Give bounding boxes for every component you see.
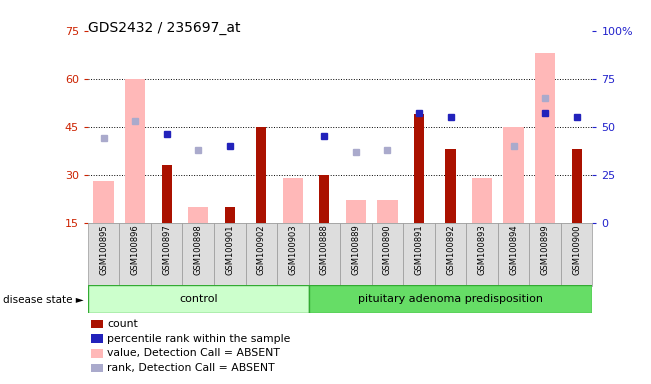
FancyBboxPatch shape <box>88 285 309 313</box>
FancyBboxPatch shape <box>529 223 561 286</box>
Text: GSM100902: GSM100902 <box>256 225 266 275</box>
Text: GSM100892: GSM100892 <box>446 225 455 275</box>
Text: GSM100891: GSM100891 <box>415 225 424 275</box>
FancyBboxPatch shape <box>435 223 466 286</box>
Bar <box>161 165 172 223</box>
Text: GSM100888: GSM100888 <box>320 225 329 275</box>
Text: GSM100895: GSM100895 <box>99 225 108 275</box>
Text: GSM100893: GSM100893 <box>478 225 486 275</box>
Bar <box>125 79 145 223</box>
FancyBboxPatch shape <box>151 223 182 286</box>
FancyBboxPatch shape <box>309 285 592 313</box>
Bar <box>445 149 456 223</box>
Bar <box>472 178 492 223</box>
FancyBboxPatch shape <box>182 223 214 286</box>
Bar <box>256 127 266 223</box>
FancyBboxPatch shape <box>245 223 277 286</box>
Bar <box>503 127 524 223</box>
Bar <box>225 207 235 223</box>
Bar <box>188 207 208 223</box>
Text: GSM100899: GSM100899 <box>540 225 549 275</box>
Bar <box>93 181 114 223</box>
FancyBboxPatch shape <box>466 223 498 286</box>
FancyBboxPatch shape <box>88 223 119 286</box>
Text: GSM100901: GSM100901 <box>225 225 234 275</box>
Text: pituitary adenoma predisposition: pituitary adenoma predisposition <box>358 294 543 304</box>
Text: GSM100903: GSM100903 <box>288 225 298 275</box>
Text: GSM100896: GSM100896 <box>131 225 140 275</box>
Text: GSM100894: GSM100894 <box>509 225 518 275</box>
Bar <box>320 175 329 223</box>
Text: control: control <box>179 294 217 304</box>
Text: GSM100900: GSM100900 <box>572 225 581 275</box>
Text: disease state ►: disease state ► <box>3 295 84 305</box>
FancyBboxPatch shape <box>403 223 435 286</box>
Text: GSM100897: GSM100897 <box>162 225 171 275</box>
Text: GSM100898: GSM100898 <box>194 225 202 275</box>
Text: GDS2432 / 235697_at: GDS2432 / 235697_at <box>88 21 240 35</box>
Bar <box>346 200 366 223</box>
Text: GSM100890: GSM100890 <box>383 225 392 275</box>
Text: value, Detection Call = ABSENT: value, Detection Call = ABSENT <box>107 348 281 358</box>
Bar <box>377 200 398 223</box>
FancyBboxPatch shape <box>498 223 529 286</box>
FancyBboxPatch shape <box>309 223 340 286</box>
FancyBboxPatch shape <box>119 223 151 286</box>
Bar <box>572 149 582 223</box>
FancyBboxPatch shape <box>277 223 309 286</box>
Bar <box>414 114 424 223</box>
FancyBboxPatch shape <box>340 223 372 286</box>
Text: percentile rank within the sample: percentile rank within the sample <box>107 334 291 344</box>
FancyBboxPatch shape <box>372 223 403 286</box>
FancyBboxPatch shape <box>561 223 592 286</box>
Bar <box>535 53 555 223</box>
Text: count: count <box>107 319 138 329</box>
FancyBboxPatch shape <box>214 223 245 286</box>
Text: rank, Detection Call = ABSENT: rank, Detection Call = ABSENT <box>107 363 275 373</box>
Text: GSM100889: GSM100889 <box>352 225 361 275</box>
Bar <box>283 178 303 223</box>
